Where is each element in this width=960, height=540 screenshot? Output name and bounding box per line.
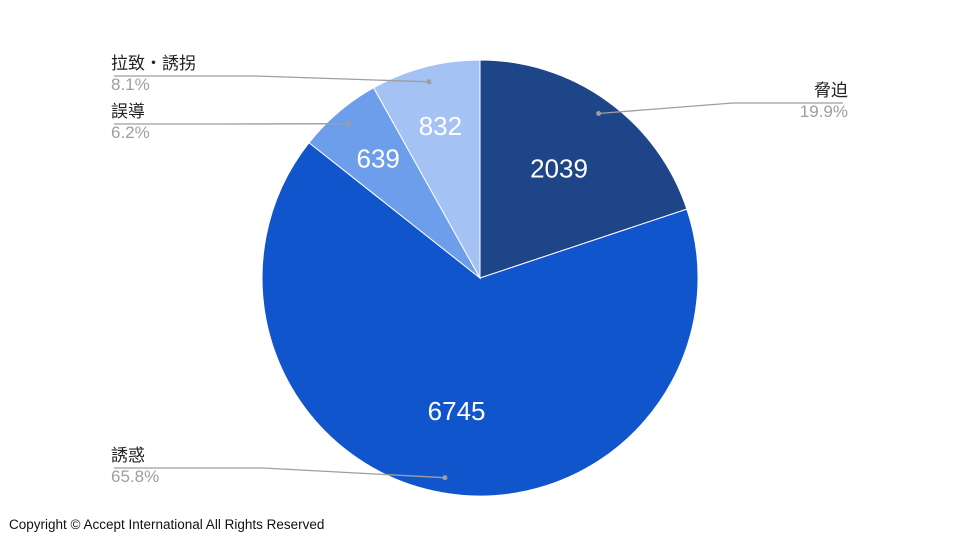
pie-slice [372,59,481,280]
slice-value-label: 2039 [530,153,588,183]
leader-line [114,75,429,83]
leader-dot [346,121,351,127]
pie-slice [479,59,688,279]
leader-dot [442,475,448,481]
slice-percent-label: 6.2% [111,123,150,142]
leader-line [598,102,843,115]
leader-line [114,467,445,479]
pie-slices [261,59,699,497]
slice-category-label: 誘惑 [111,446,145,466]
slice-percent-label: 8.1% [111,75,150,94]
slice-value-label: 832 [419,111,462,141]
leader-dot [596,111,602,116]
copyright-text: Copyright © Accept International All Rig… [9,517,325,532]
slice-category-label: 脅迫 [814,81,848,101]
slice-value-label: 639 [357,144,400,174]
slice-category-label: 誤導 [111,102,145,122]
leader-dot [426,79,432,85]
slice-percent-label: 65.8% [111,467,159,486]
slice-category-label: 拉致・誘拐 [111,54,196,74]
slice-percent-label: 19.9% [800,102,848,121]
slice-value-label: 6745 [428,396,486,426]
pie-slice [261,142,699,497]
